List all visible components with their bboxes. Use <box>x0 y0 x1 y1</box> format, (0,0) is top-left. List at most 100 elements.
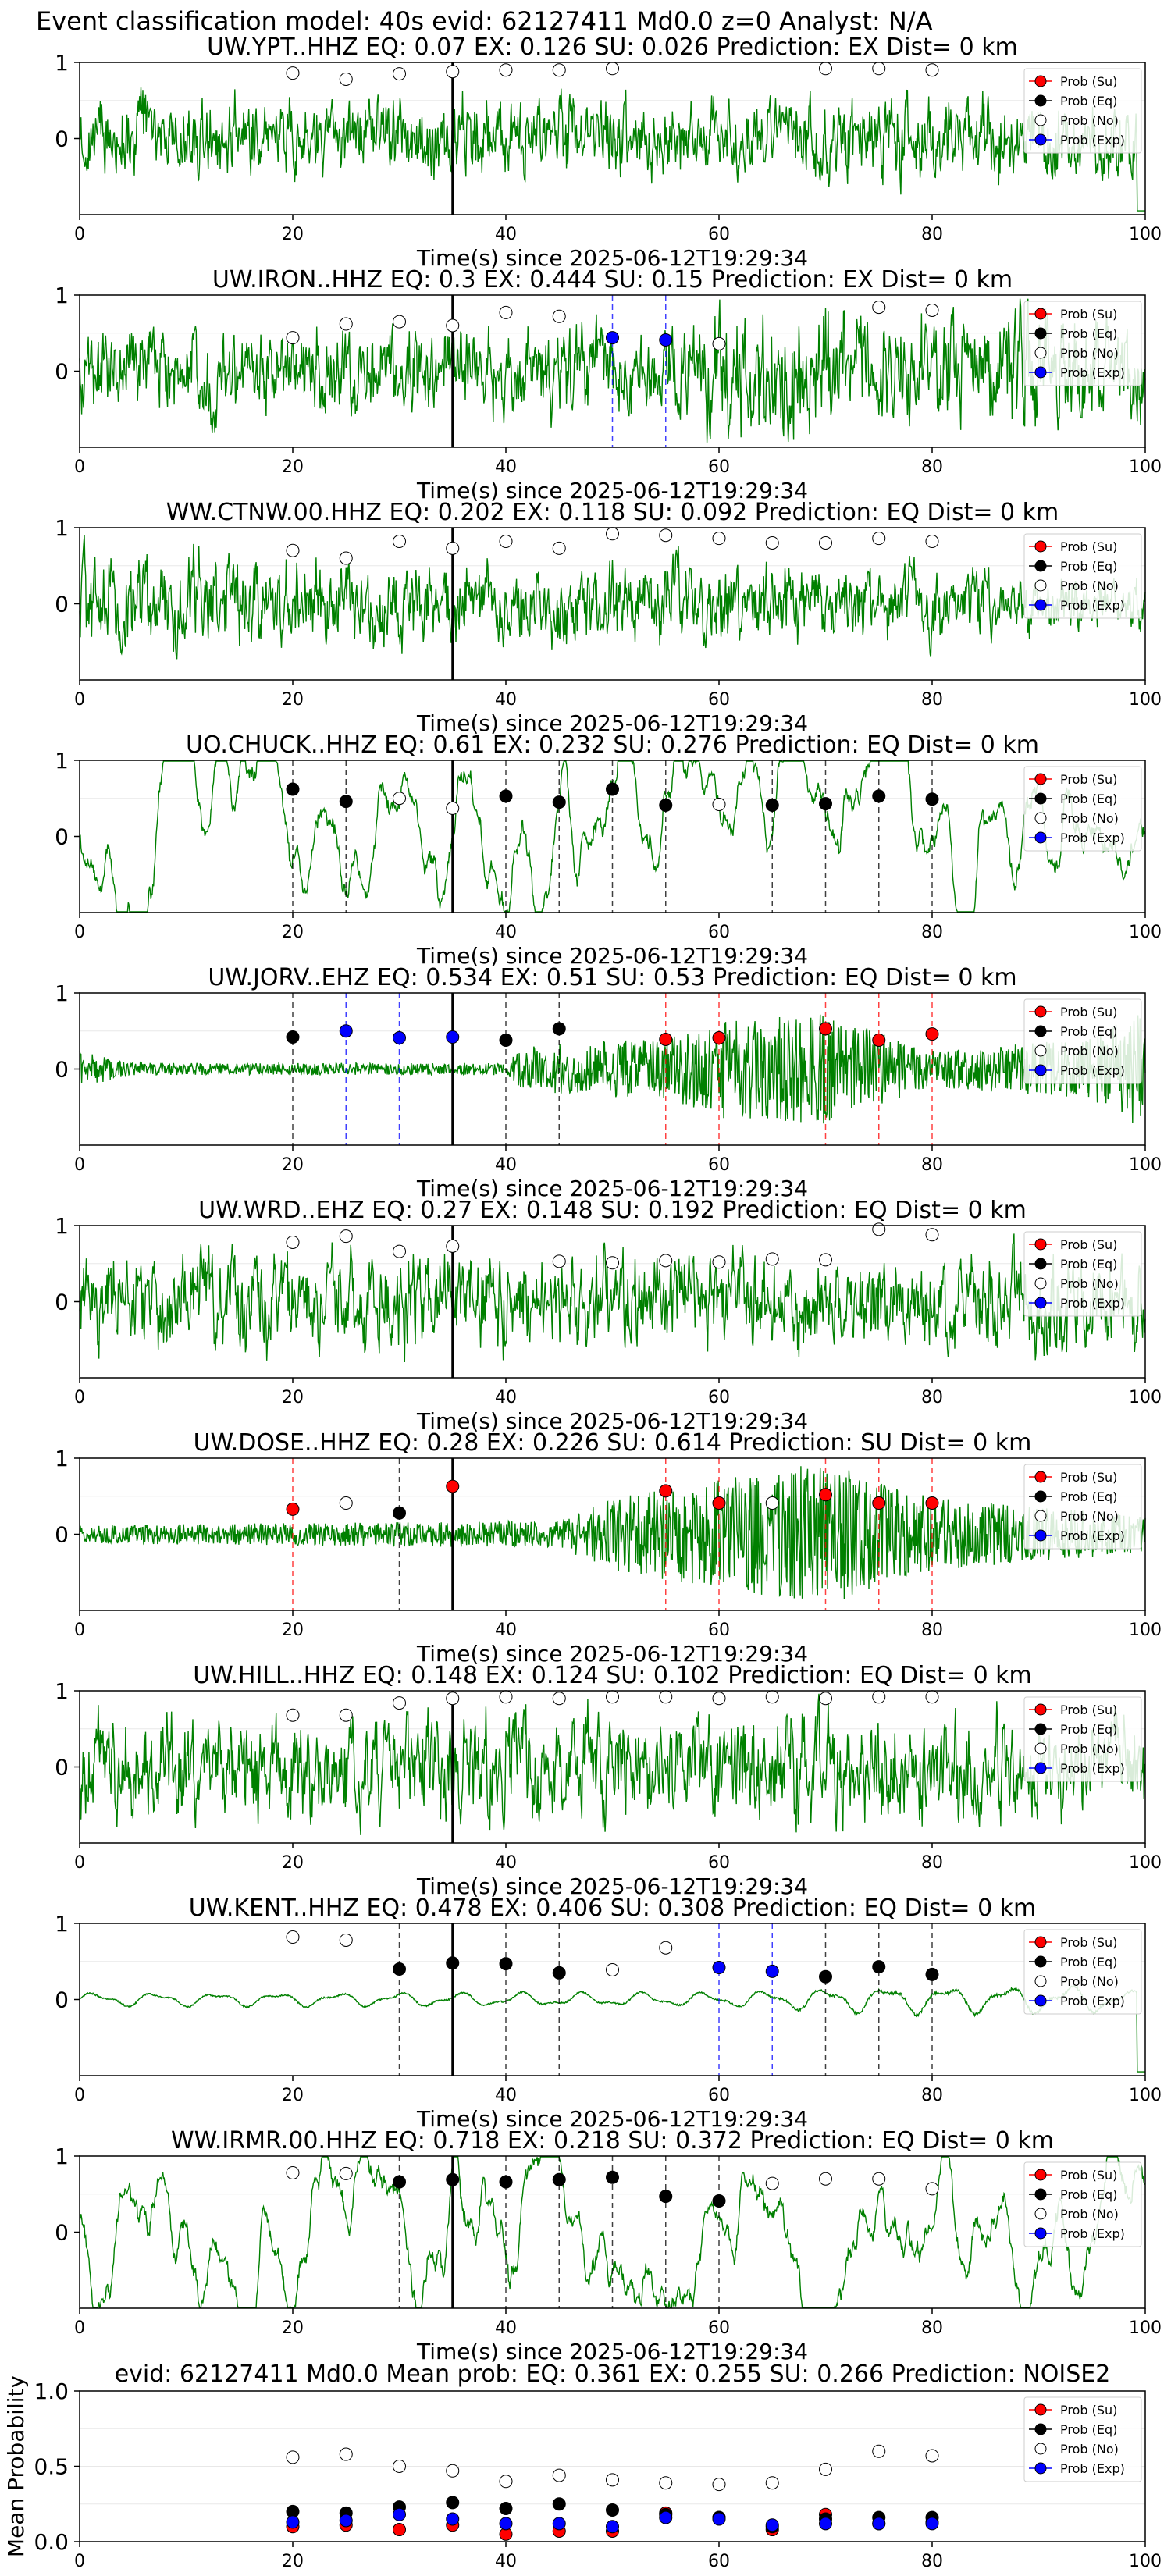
x-tick-label: 80 <box>921 1621 943 1640</box>
x-tick-label: 60 <box>708 2552 730 2571</box>
prob-point <box>819 1488 832 1502</box>
prob-point <box>446 1692 460 1706</box>
prob-point <box>659 528 673 543</box>
legend-label-no: Prob (No) <box>1060 113 1119 128</box>
legend-marker-su <box>1034 75 1047 87</box>
prob-point <box>606 2170 619 2184</box>
x-tick-label: 0 <box>74 1155 85 1175</box>
legend-label-eq: Prob (Eq) <box>1060 1257 1117 1272</box>
x-tick-label: 40 <box>495 2086 517 2105</box>
prob-point <box>286 1030 300 1044</box>
x-tick-label: 60 <box>708 1155 730 1175</box>
legend-marker-exp <box>1034 1297 1047 1309</box>
y-tick-label: 0 <box>55 824 69 850</box>
legend-marker-su <box>1034 773 1047 785</box>
x-tick-label: 40 <box>495 2552 517 2571</box>
x-tick-label: 40 <box>495 225 517 244</box>
legend-marker-su <box>1034 1005 1047 1018</box>
x-tick-label: 20 <box>282 225 304 244</box>
prob-point <box>393 1506 406 1520</box>
mean-prob-point-exp <box>872 2517 886 2531</box>
legend-label-exp: Prob (Exp) <box>1060 1761 1125 1776</box>
prob-point <box>552 541 566 555</box>
legend-marker-no <box>1034 1277 1047 1290</box>
legend-marker-eq <box>1034 94 1047 107</box>
legend-marker-exp <box>1034 599 1047 611</box>
prob-point <box>446 1030 460 1044</box>
prob-point <box>819 536 832 550</box>
prob-point <box>872 1496 886 1510</box>
legend-marker-su <box>1034 1703 1047 1716</box>
y-tick-label: 1 <box>55 1213 69 1239</box>
prob-point <box>765 536 779 550</box>
legend-marker-eq <box>1034 2423 1047 2435</box>
legend-label-no: Prob (No) <box>1060 1974 1119 1989</box>
prob-point <box>819 1969 832 1984</box>
mean-prob-point-no <box>925 2449 939 2463</box>
x-tick-label: 40 <box>495 1853 517 1873</box>
figure-suptitle: Event classification model: 40s evid: 62… <box>36 6 933 36</box>
legend-label-exp: Prob (Exp) <box>1060 598 1125 613</box>
panel-title: UW.IRON..HHZ EQ: 0.3 EX: 0.444 SU: 0.15 … <box>212 266 1013 294</box>
prob-point <box>659 1941 673 1955</box>
legend-marker-no <box>1034 2443 1047 2455</box>
prob-point <box>446 1479 460 1493</box>
prob-point <box>765 1964 779 1978</box>
x-tick-label: 40 <box>495 1388 517 1407</box>
y-tick-label: 0.0 <box>34 2529 69 2555</box>
legend-box <box>1023 998 1142 1084</box>
mean-prob-point-exp <box>499 2517 513 2531</box>
station-panel: UW.KENT..HHZ EQ: 0.478 EX: 0.406 SU: 0.3… <box>55 1895 1162 2132</box>
mean-prob-point-no <box>393 2460 406 2473</box>
x-tick-label: 0 <box>74 2318 85 2338</box>
prob-point <box>606 331 619 345</box>
legend-box <box>1023 2161 1142 2247</box>
prob-point <box>552 1022 566 1036</box>
x-tick-label: 80 <box>921 2318 943 2338</box>
prob-point <box>872 532 886 546</box>
legend-label-exp: Prob (Exp) <box>1060 1063 1125 1078</box>
legend-label-exp: Prob (Exp) <box>1060 365 1125 380</box>
prob-point <box>552 795 566 809</box>
x-tick-label: 20 <box>282 1621 304 1640</box>
x-tick-label: 20 <box>282 1388 304 1407</box>
prob-point <box>446 2172 460 2186</box>
prob-point <box>872 1222 886 1236</box>
legend-marker-exp <box>1034 1064 1047 1076</box>
mean-prob-point-su <box>393 2523 406 2537</box>
prob-point <box>286 1235 300 1249</box>
mean-prob-point-no <box>765 2476 779 2490</box>
legend-label-no: Prob (No) <box>1060 578 1119 593</box>
prob-point <box>499 789 513 803</box>
prob-point <box>925 792 939 806</box>
prob-point <box>872 301 886 315</box>
prob-point <box>339 551 353 565</box>
prob-point <box>765 2176 779 2190</box>
mean-prob-point-exp <box>606 2520 619 2534</box>
prob-point <box>339 1708 353 1722</box>
legend-box <box>1023 1696 1142 1782</box>
x-axis-label: Time(s) since 2025-06-12T19:29:34 <box>416 2339 808 2364</box>
mean-prob-point-no <box>286 2450 300 2464</box>
x-tick-label: 0 <box>74 225 85 244</box>
prob-point <box>712 2194 726 2208</box>
y-tick-label: 0 <box>55 1755 69 1781</box>
x-tick-label: 20 <box>282 1155 304 1175</box>
waveform-trace <box>79 1984 1145 2073</box>
x-tick-label: 60 <box>708 690 730 710</box>
x-tick-label: 80 <box>921 2552 943 2571</box>
summary-title: evid: 62127411 Md0.0 Mean prob: EQ: 0.36… <box>115 2361 1111 2388</box>
legend-label-eq: Prob (Eq) <box>1060 94 1117 109</box>
prob-point <box>819 2172 832 2186</box>
panel-title: UO.CHUCK..HHZ EQ: 0.61 EX: 0.232 SU: 0.2… <box>186 731 1039 759</box>
legend-label-su: Prob (Su) <box>1060 1935 1117 1950</box>
mean-prob-point-no <box>659 2476 673 2490</box>
x-tick-label: 80 <box>921 1853 943 1873</box>
mean-prob-point-eq <box>606 2503 619 2517</box>
prob-point <box>606 527 619 541</box>
legend-box <box>1023 1231 1142 1317</box>
prob-point <box>339 72 353 86</box>
x-tick-label: 80 <box>921 923 943 942</box>
prob-point <box>339 1024 353 1038</box>
x-tick-label: 80 <box>921 690 943 710</box>
